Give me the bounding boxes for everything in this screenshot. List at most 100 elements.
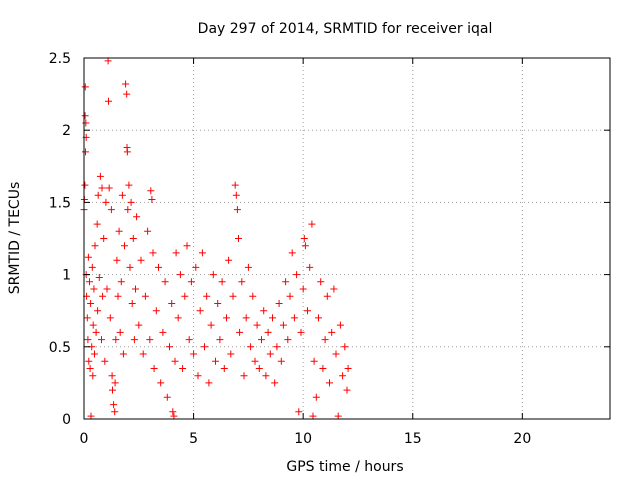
data-point [171,357,179,365]
data-point [141,292,149,300]
data-point [344,365,352,372]
data-point [238,278,246,286]
data-point [111,379,119,387]
data-point [89,372,97,380]
data-point [113,256,121,264]
data-point [328,328,336,336]
data-point [129,235,137,242]
data-point [192,263,200,271]
data-point [216,336,224,344]
data-point [121,242,128,250]
data-point [308,220,316,228]
data-point [149,249,157,257]
y-tick-label: 1.5 [49,195,71,211]
data-point [82,119,90,127]
x-tick-label: 0 [80,431,89,447]
data-point [94,307,102,315]
data-point [116,328,124,336]
plot-frame [83,57,611,420]
data-point [220,365,228,372]
data-point [104,57,112,65]
data-point [135,321,143,329]
data-point [240,372,248,380]
data-point [336,321,344,329]
x-axis-label: GPS time / hours [286,459,403,475]
data-point [179,365,187,372]
data-point [119,350,127,358]
data-point [255,365,263,372]
data-point [306,263,314,271]
data-point [312,393,320,401]
data-point [260,307,268,315]
data-point [176,271,184,279]
data-point [284,336,292,344]
data-point [105,97,112,105]
data-point [231,181,239,189]
data-point [166,343,173,351]
data-point [266,350,274,358]
x-tick-label: 10 [294,431,312,447]
data-point [323,292,331,300]
data-point [98,184,106,192]
data-point [196,307,204,315]
data-point [115,227,123,235]
data-point [111,408,119,416]
data-point [301,242,309,250]
data-point [183,242,191,250]
data-point [286,292,294,300]
data-point [88,263,96,271]
data-point [146,336,154,344]
data-point [262,372,270,380]
data-point [87,300,95,307]
data-point [148,196,156,203]
data-point [83,314,91,322]
data-point [277,357,285,365]
data-point [295,408,303,416]
data-point [109,386,116,394]
data-point [124,206,132,214]
data-point [317,278,325,286]
data-point [334,412,342,420]
data-point [94,191,102,199]
data-point [326,379,333,387]
data-point [169,408,177,416]
data-point [85,357,93,365]
data-point [330,285,338,293]
data-point [86,278,93,286]
data-point [232,191,240,199]
data-point [133,213,141,221]
data-point [103,285,111,293]
data-point [110,401,118,409]
data-point [163,393,171,401]
data-point [84,336,92,344]
data-point [332,350,340,358]
data-point [107,206,115,214]
data-point [84,253,92,261]
data-point [92,328,100,336]
data-point [212,357,219,365]
data-point [114,292,122,300]
data-point [161,278,169,286]
data-point [81,112,89,120]
data-point [269,314,276,322]
data-point [159,328,167,336]
data-point [309,412,317,420]
data-point [86,365,94,372]
data-point [288,249,296,257]
data-point [194,372,202,380]
data-point [235,235,242,242]
data-point [214,300,222,307]
data-point [247,343,255,351]
y-tick-label: 2 [62,123,71,139]
data-point [123,148,131,156]
data-point [81,83,89,91]
y-tick-label: 1 [62,268,71,284]
data-point [339,372,347,380]
data-point [152,307,160,315]
data-point [271,379,279,387]
data-point [132,285,139,293]
data-point [106,314,114,322]
x-tick-label: 5 [189,431,198,447]
data-point [125,181,133,189]
data-point [105,184,113,192]
